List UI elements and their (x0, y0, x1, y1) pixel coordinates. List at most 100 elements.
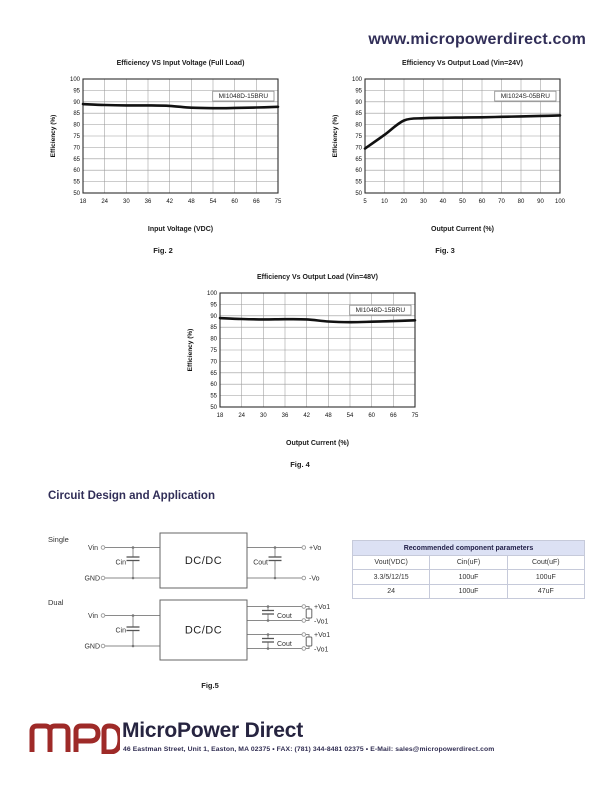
svg-text:70: 70 (355, 145, 362, 151)
svg-text:50: 50 (459, 199, 466, 205)
table-title: Recommended component parameters (353, 541, 584, 555)
vin-label: Vin (88, 613, 98, 620)
chart-title: Efficiency VS Input Voltage (Full Load) (116, 60, 245, 67)
svg-text:60: 60 (73, 168, 80, 174)
gnd-label: GND (84, 644, 100, 651)
svg-text:36: 36 (145, 199, 152, 205)
chart-x-axis-label: Input Voltage (VDC) (147, 226, 214, 233)
dual-cout-capacitor-icons (262, 609, 274, 643)
svg-text:66: 66 (390, 413, 397, 419)
svg-text:30: 30 (420, 199, 427, 205)
figure-caption: Fig. 3 (435, 246, 455, 255)
svg-text:55: 55 (210, 394, 217, 400)
minus-vo-label: -Vo (309, 576, 320, 583)
company-name: MicroPower Direct (122, 719, 303, 742)
svg-text:30: 30 (260, 413, 267, 419)
dcdc-converter-box (159, 599, 248, 661)
table-header-row: Vout(VDC) Cin(uF) Cout(uF) (353, 554, 584, 569)
plus-vo1-label: +Vo1 (314, 604, 330, 611)
single-label: Single (48, 535, 69, 544)
gnd-label: GND (84, 576, 100, 583)
svg-text:70: 70 (498, 199, 505, 205)
mpd-logo-icon (29, 723, 120, 754)
svg-text:60: 60 (368, 413, 375, 419)
table-row: 3.3/5/12/15 100uF 100uF (353, 569, 584, 584)
efficiency-curve (218, 316, 417, 324)
svg-text:85: 85 (355, 111, 362, 117)
svg-text:50: 50 (355, 191, 362, 197)
svg-text:80: 80 (518, 199, 525, 205)
svg-text:5: 5 (363, 199, 367, 205)
svg-text:66: 66 (253, 199, 260, 205)
dcdc-box-label: DC/DC (185, 555, 222, 567)
cout-label: Cout (277, 613, 292, 620)
svg-text:80: 80 (210, 337, 217, 343)
svg-text:80: 80 (355, 123, 362, 129)
svg-text:75: 75 (355, 134, 362, 140)
junction-dots (131, 605, 270, 650)
svg-text:48: 48 (325, 413, 332, 419)
application-circuit-diagram: Single DC/DC Vin GND (48, 532, 330, 661)
dual-label: Dual (48, 598, 64, 607)
chart-x-tick-labels: 5 10 20 30 40 50 60 70 80 90 100 (363, 199, 565, 205)
footer-address: 46 Eastman Street, Unit 1, Easton, MA 02… (123, 746, 495, 753)
chart-model-label: MI1024S-05BRU (494, 90, 557, 102)
figure-caption: Fig. 4 (290, 460, 310, 469)
svg-text:100: 100 (70, 77, 81, 83)
chart-y-axis-label: Efficiency (%) (187, 329, 194, 372)
svg-text:65: 65 (210, 371, 217, 377)
column-header: Cout(uF) (506, 555, 584, 569)
vin-label: Vin (88, 545, 98, 552)
figure-caption: Fig.5 (201, 681, 219, 690)
chart-y-tick-labels: 50 55 60 65 70 75 80 85 90 95 100 (352, 77, 363, 197)
chart-plot-border (364, 78, 561, 194)
svg-text:65: 65 (73, 157, 80, 163)
svg-text:30: 30 (123, 199, 130, 205)
svg-text:85: 85 (73, 111, 80, 117)
cin-capacitor-icon (126, 556, 140, 562)
svg-text:50: 50 (210, 405, 217, 411)
svg-text:60: 60 (210, 382, 217, 388)
efficiency-curve (363, 114, 562, 150)
svg-text:60: 60 (231, 199, 238, 205)
column-header: Vout(VDC) (374, 559, 408, 566)
table-cell: 3.3/5/12/15 (373, 573, 409, 581)
chart-y-axis-label: Efficiency (%) (50, 115, 57, 158)
svg-text:36: 36 (282, 413, 289, 419)
terminal-circles (100, 604, 307, 651)
svg-text:75: 75 (275, 199, 282, 205)
table-cell: 100uF (429, 570, 506, 584)
chart-x-tick-labels: 18 24 30 36 42 48 54 60 66 75 (80, 199, 282, 205)
table-row: 24 100uF 47uF (353, 583, 584, 598)
plus-vo-label: +Vo (309, 545, 321, 552)
table-cell: 24 (387, 588, 396, 595)
svg-text:65: 65 (355, 157, 362, 163)
svg-text:60: 60 (479, 199, 486, 205)
terminal-circles (100, 545, 307, 581)
efficiency-curve (81, 102, 280, 110)
table-cell: 47uF (506, 584, 584, 598)
dual-cin-capacitor-icon (126, 626, 140, 632)
svg-text:85: 85 (210, 325, 217, 331)
chart-y-axis-label: Efficiency (%) (332, 115, 339, 158)
svg-text:48: 48 (188, 199, 195, 205)
column-header: Cin(uF) (429, 555, 506, 569)
svg-text:54: 54 (210, 199, 217, 205)
table-cell: 100uF (506, 570, 584, 584)
svg-text:50: 50 (73, 191, 80, 197)
chart-x-axis-label: Output Current (%) (431, 226, 494, 233)
chart-y-tick-labels: 50 55 60 65 70 75 80 85 90 95 100 (207, 291, 218, 411)
svg-text:90: 90 (73, 100, 80, 106)
cout-label: Cout (253, 560, 268, 567)
plus-vo1-label: +Vo1 (314, 632, 330, 639)
chart-plot-border (219, 292, 416, 408)
svg-text:10: 10 (381, 199, 388, 205)
table-cell: 100uF (429, 584, 506, 598)
load-resistor-icons (305, 608, 313, 647)
chart-model-label: MI1048D-15BRU (349, 304, 412, 316)
svg-text:60: 60 (355, 168, 362, 174)
chart-model-label: MI1048D-15BRU (212, 90, 275, 102)
chart-plot-fig3: 50 55 60 65 70 75 80 85 90 95 100 5 10 20 30 40 50 60 70 80… (332, 77, 565, 205)
svg-text:75: 75 (412, 413, 419, 419)
website-url[interactable]: www.micropowerdirect.com (368, 31, 586, 48)
